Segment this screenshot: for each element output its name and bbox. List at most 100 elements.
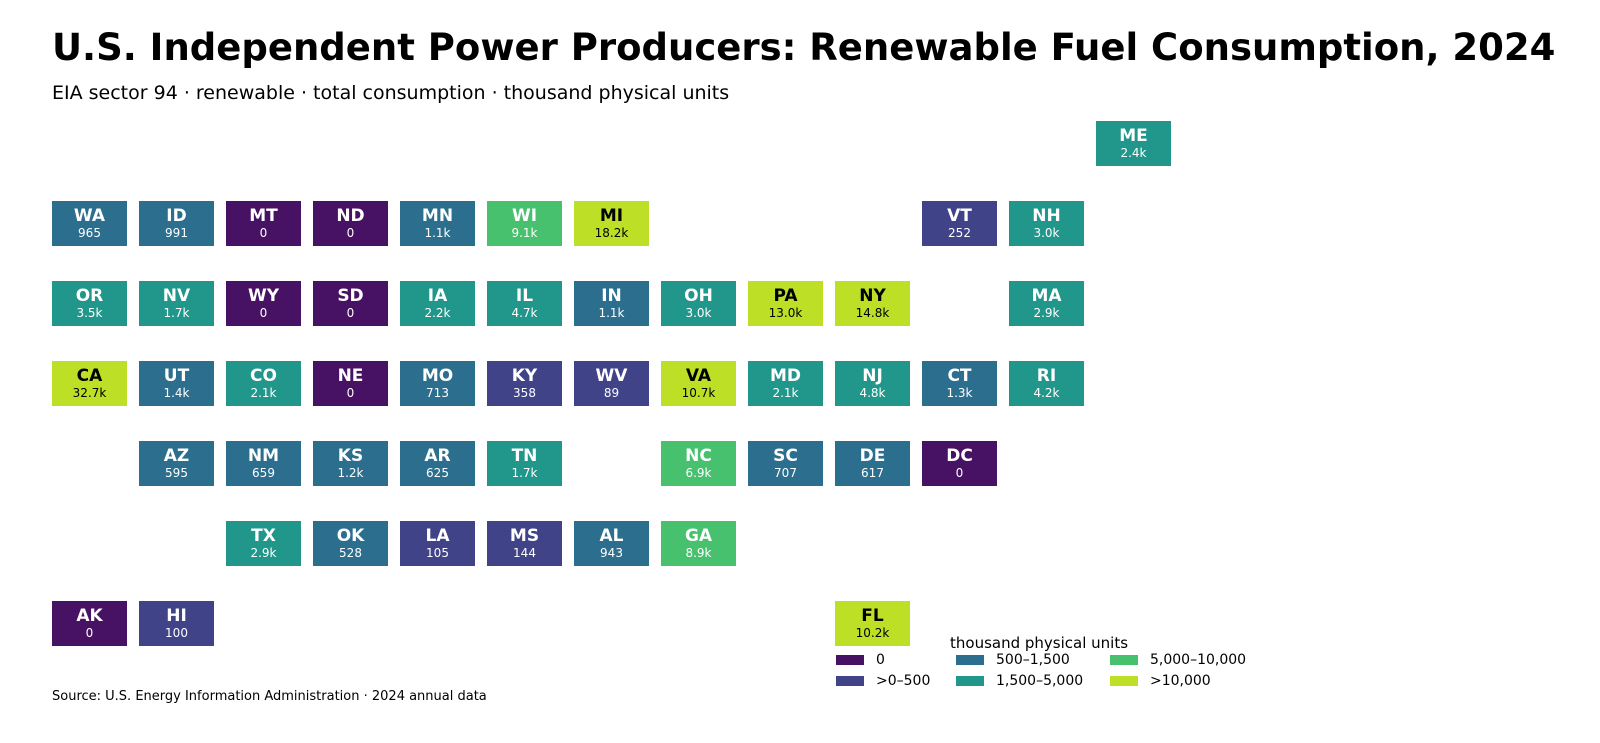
state-abbr: CO bbox=[250, 366, 277, 386]
state-tile-va: VA 10.7k bbox=[661, 361, 736, 406]
state-tile-nh: NH 3.0k bbox=[1009, 201, 1084, 246]
state-value: 6.9k bbox=[685, 466, 712, 480]
state-value: 0 bbox=[346, 306, 355, 320]
state-tile-dc: DC 0 bbox=[922, 441, 997, 486]
state-value: 8.9k bbox=[685, 546, 712, 560]
legend: thousand physical units 0 >0–500 500–1,5… bbox=[836, 634, 1256, 700]
state-tile-tn: TN 1.7k bbox=[487, 441, 562, 486]
legend-item-2: 500–1,500 bbox=[956, 652, 1070, 668]
state-value: 3.0k bbox=[1033, 226, 1060, 240]
source-note: Source: U.S. Energy Information Administ… bbox=[52, 689, 487, 704]
state-value: 2.2k bbox=[424, 306, 451, 320]
state-tile-tx: TX 2.9k bbox=[226, 521, 301, 566]
subtitle: EIA sector 94 · renewable · total consum… bbox=[52, 82, 730, 104]
state-abbr: MD bbox=[769, 366, 802, 386]
state-value: 659 bbox=[252, 466, 275, 480]
state-abbr: NC bbox=[685, 446, 712, 466]
state-abbr: WI bbox=[511, 206, 538, 226]
state-abbr: OK bbox=[336, 526, 365, 546]
state-abbr: MO bbox=[421, 366, 454, 386]
legend-swatch bbox=[956, 676, 984, 686]
state-abbr: NY bbox=[859, 286, 886, 306]
state-tile-al: AL 943 bbox=[574, 521, 649, 566]
state-value: 0 bbox=[85, 626, 94, 640]
state-tile-ga: GA 8.9k bbox=[661, 521, 736, 566]
state-abbr: NE bbox=[337, 366, 364, 386]
legend-item-0: 0 bbox=[836, 652, 885, 668]
state-tile-az: AZ 595 bbox=[139, 441, 214, 486]
state-abbr: AK bbox=[76, 606, 103, 626]
state-tile-sd: SD 0 bbox=[313, 281, 388, 326]
state-tile-mt: MT 0 bbox=[226, 201, 301, 246]
state-abbr: TX bbox=[251, 526, 276, 546]
state-value: 105 bbox=[426, 546, 449, 560]
state-abbr: ID bbox=[166, 206, 187, 226]
state-value: 10.2k bbox=[855, 626, 890, 640]
state-abbr: DC bbox=[946, 446, 973, 466]
state-abbr: VA bbox=[685, 366, 712, 386]
state-tile-oh: OH 3.0k bbox=[661, 281, 736, 326]
state-value: 943 bbox=[600, 546, 623, 560]
state-value: 10.7k bbox=[681, 386, 716, 400]
state-abbr: ND bbox=[336, 206, 365, 226]
state-tile-id: ID 991 bbox=[139, 201, 214, 246]
state-tile-ny: NY 14.8k bbox=[835, 281, 910, 326]
state-abbr: ME bbox=[1119, 126, 1148, 146]
state-abbr: VT bbox=[947, 206, 972, 226]
state-value: 89 bbox=[603, 386, 620, 400]
state-tile-ut: UT 1.4k bbox=[139, 361, 214, 406]
state-abbr: SC bbox=[773, 446, 798, 466]
state-tile-md: MD 2.1k bbox=[748, 361, 823, 406]
state-abbr: NJ bbox=[862, 366, 883, 386]
legend-label: 5,000–10,000 bbox=[1150, 652, 1247, 668]
state-abbr: KS bbox=[337, 446, 364, 466]
state-abbr: CA bbox=[76, 366, 103, 386]
state-abbr: MI bbox=[599, 206, 624, 226]
state-value: 617 bbox=[861, 466, 884, 480]
state-abbr: RI bbox=[1036, 366, 1057, 386]
legend-item-4: 5,000–10,000 bbox=[1110, 652, 1246, 668]
state-value: 3.0k bbox=[685, 306, 712, 320]
legend-item-5: >10,000 bbox=[1110, 673, 1211, 689]
state-abbr: NM bbox=[247, 446, 280, 466]
state-tile-ma: MA 2.9k bbox=[1009, 281, 1084, 326]
state-value: 1.7k bbox=[163, 306, 190, 320]
legend-item-1: >0–500 bbox=[836, 673, 930, 689]
legend-swatch bbox=[956, 655, 984, 665]
legend-label: 500–1,500 bbox=[996, 652, 1070, 668]
state-value: 1.3k bbox=[946, 386, 973, 400]
state-abbr: IA bbox=[427, 286, 448, 306]
legend-swatch bbox=[836, 676, 864, 686]
state-tile-mn: MN 1.1k bbox=[400, 201, 475, 246]
state-abbr: FL bbox=[861, 606, 884, 626]
state-abbr: OH bbox=[684, 286, 713, 306]
state-abbr: PA bbox=[773, 286, 798, 306]
state-value: 4.2k bbox=[1033, 386, 1060, 400]
state-value: 2.4k bbox=[1120, 146, 1147, 160]
state-abbr: AR bbox=[424, 446, 451, 466]
legend-title: thousand physical units bbox=[950, 634, 1129, 652]
state-tile-ar: AR 625 bbox=[400, 441, 475, 486]
state-value: 4.8k bbox=[859, 386, 886, 400]
state-tile-vt: VT 252 bbox=[922, 201, 997, 246]
state-abbr: NV bbox=[162, 286, 191, 306]
state-abbr: OR bbox=[75, 286, 104, 306]
state-value: 358 bbox=[513, 386, 536, 400]
state-abbr: NH bbox=[1032, 206, 1061, 226]
state-value: 9.1k bbox=[511, 226, 538, 240]
state-value: 1.2k bbox=[337, 466, 364, 480]
state-abbr: MN bbox=[421, 206, 454, 226]
state-tile-ak: AK 0 bbox=[52, 601, 127, 646]
state-value: 528 bbox=[339, 546, 362, 560]
state-tile-ks: KS 1.2k bbox=[313, 441, 388, 486]
legend-swatch bbox=[1110, 676, 1138, 686]
state-value: 713 bbox=[426, 386, 449, 400]
state-tile-wa: WA 965 bbox=[52, 201, 127, 246]
state-value: 3.5k bbox=[76, 306, 103, 320]
state-tile-mi: MI 18.2k bbox=[574, 201, 649, 246]
state-tile-sc: SC 707 bbox=[748, 441, 823, 486]
state-tile-ne: NE 0 bbox=[313, 361, 388, 406]
page-title: U.S. Independent Power Producers: Renewa… bbox=[52, 26, 1556, 69]
legend-swatch bbox=[1110, 655, 1138, 665]
